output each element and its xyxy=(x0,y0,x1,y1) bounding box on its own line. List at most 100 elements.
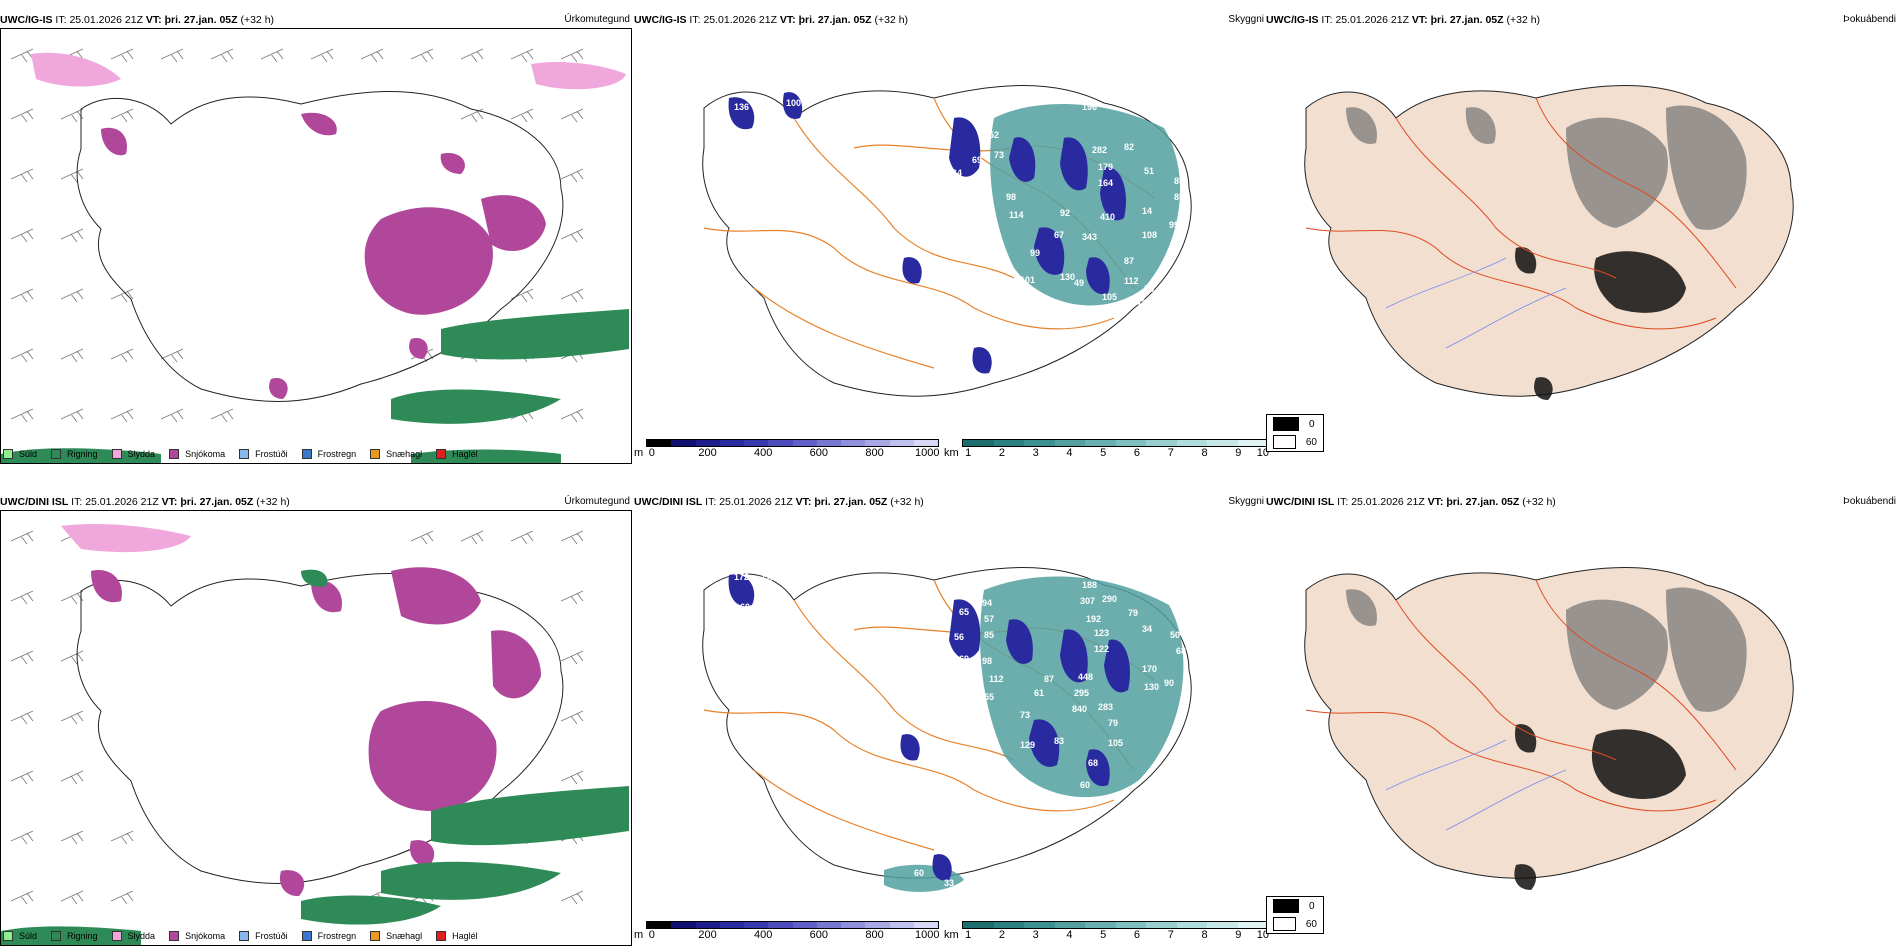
precip-rain xyxy=(1,309,629,463)
colorbar-km-ticks: 1 2 3 4 5 6 7 8 9 10 xyxy=(962,447,1269,459)
legend-label: Snæhagl xyxy=(386,931,423,941)
visibility-very-low-blue xyxy=(728,574,1130,881)
colorbar-km-bottom: 1 2 3 4 5 6 7 8 9 10 km xyxy=(944,921,1269,941)
fog-legend-label: 0 xyxy=(1309,418,1315,430)
colorbar-m-bar xyxy=(646,921,939,929)
visibility-map-svg: 136 100 80 52 73 69 64 67 98 114 196 282… xyxy=(702,85,1192,414)
model-name: UWC/IG-IS xyxy=(0,14,53,26)
tick: 5 xyxy=(1100,929,1107,941)
it-value: 25.01.2026 21Z xyxy=(85,496,159,508)
tick: 6 xyxy=(1133,447,1141,459)
legend-swatch xyxy=(51,931,62,941)
tick: 0 xyxy=(648,929,655,941)
tick: 600 xyxy=(809,447,829,459)
panel-header: UWC/DINI ISL IT: 25.01.2026 21Z VT: þri.… xyxy=(634,494,1266,510)
tick: 3 xyxy=(1032,929,1039,941)
iceland-outline xyxy=(702,85,1192,397)
legend-swatch xyxy=(169,931,180,941)
colorbar-m-top: 0 200 400 600 800 1000 m xyxy=(634,439,940,459)
precip-type-legend: Súld Rigning Slydda Snjókoma Frostúði Fr… xyxy=(3,449,492,459)
vis-value: 179 xyxy=(1098,162,1113,172)
fog-shading xyxy=(1346,587,1747,712)
vis-value: 99 xyxy=(1030,248,1040,258)
fog-map-svg xyxy=(1304,85,1794,400)
fog-panel-bottom: UWC/DINI ISL IT: 25.01.2026 21Z VT: þri.… xyxy=(1266,494,1898,946)
fog-legend-item: 60 xyxy=(1267,915,1323,933)
panel-header: UWC/DINI ISL IT: 25.01.2026 21Z VT: þri.… xyxy=(0,494,632,510)
vis-value: 38 xyxy=(938,404,948,414)
legend-label: Snjókoma xyxy=(185,931,226,941)
vis-value: 33 xyxy=(1064,342,1074,352)
vis-value: 85 xyxy=(1098,310,1108,320)
legend-item: Rigning xyxy=(51,931,98,941)
legend-label: Rigning xyxy=(67,931,98,941)
legend-label: Slydda xyxy=(127,449,156,459)
it-value: 25.01.2026 21Z xyxy=(719,496,793,508)
legend-label: Súld xyxy=(19,449,38,459)
colorbar-km-ticks: 1 2 3 4 5 6 7 8 9 10 xyxy=(962,929,1269,941)
precip-type-map-svg xyxy=(1,524,629,945)
vis-value: 13 xyxy=(1058,818,1068,828)
vt-value: þri. 27.jan. 05Z xyxy=(164,14,238,26)
visibility-panel-bottom: UWC/DINI ISL IT: 25.01.2026 21Z VT: þri.… xyxy=(634,494,1266,946)
vis-value: 34 xyxy=(1142,624,1152,634)
vis-value: 36 xyxy=(774,622,784,632)
vis-value: 51 xyxy=(1144,166,1154,176)
vis-value: 64 xyxy=(952,168,962,178)
iceland-outline xyxy=(76,91,564,402)
lead-time: (+32 h) xyxy=(874,14,909,26)
model-name: UWC/DINI ISL xyxy=(634,496,703,508)
fog-legend-label: 0 xyxy=(1309,900,1315,912)
model-name: UWC/DINI ISL xyxy=(0,496,69,508)
fog-legend-item: 0 xyxy=(1267,897,1323,915)
precip-rain xyxy=(1,569,629,945)
legend-label: Frostúði xyxy=(255,931,288,941)
vis-value: 108 xyxy=(1142,230,1157,240)
rivers xyxy=(1385,739,1567,831)
tick: 1000 xyxy=(915,447,940,459)
legend-item: Haglél xyxy=(436,449,478,459)
tick: 400 xyxy=(754,447,773,459)
colorbar-km-bar xyxy=(962,439,1269,447)
vis-value: 98 xyxy=(1006,192,1016,202)
colorbar-m-ticks: 0 200 400 600 800 1000 xyxy=(646,929,940,941)
visibility-very-low-blue xyxy=(728,92,1126,374)
tick: 200 xyxy=(698,929,717,941)
vis-value: 136 xyxy=(734,102,749,112)
legend-swatch xyxy=(436,931,447,941)
vt-label: VT: xyxy=(795,496,812,508)
vt-label: VT: xyxy=(779,14,796,26)
tick: 9 xyxy=(1235,447,1242,459)
vis-value: 85 xyxy=(984,630,994,640)
vis-value: 80 xyxy=(734,132,744,142)
tick: 400 xyxy=(754,929,773,941)
lead-time: (+32 h) xyxy=(1506,14,1541,26)
vis-value: 99 xyxy=(1169,220,1179,230)
it-value: 25.01.2026 21Z xyxy=(1335,14,1409,26)
vt-value: þri. 27.jan. 05Z xyxy=(798,14,872,26)
it-label: IT: xyxy=(71,496,83,508)
tick: 2 xyxy=(998,929,1005,941)
vis-value: 65 xyxy=(959,607,969,617)
roads xyxy=(1305,579,1737,812)
it-label: IT: xyxy=(1337,496,1349,508)
precip-type-legend: Súld Rigning Slydda Snjókoma Frostúði Fr… xyxy=(3,931,492,941)
visibility-labels: 136 100 80 52 73 69 64 67 98 114 196 282… xyxy=(734,98,1184,414)
tick: 4 xyxy=(1066,447,1073,459)
vt-label: VT: xyxy=(1411,14,1428,26)
vis-value: 57 xyxy=(984,614,994,624)
precip-snow xyxy=(91,567,541,897)
precip-type-panel-top: UWC/IG-IS IT: 25.01.2026 21Z VT: þri. 27… xyxy=(0,12,632,464)
precip-sleet xyxy=(61,524,191,553)
legend-label: Snæhagl xyxy=(386,449,423,459)
legend-item: Snjókoma xyxy=(169,931,225,941)
vis-value: 295 xyxy=(1074,688,1089,698)
vis-value: 196 xyxy=(1082,102,1097,112)
tick: 800 xyxy=(865,447,884,459)
it-label: IT: xyxy=(55,14,67,26)
fog-map xyxy=(1266,28,1898,428)
tick: 800 xyxy=(865,929,884,941)
colorbar-m-bar xyxy=(646,439,939,447)
fog-legend-top: 0 60 xyxy=(1266,414,1324,452)
legend-item: Snæhagl xyxy=(370,931,422,941)
